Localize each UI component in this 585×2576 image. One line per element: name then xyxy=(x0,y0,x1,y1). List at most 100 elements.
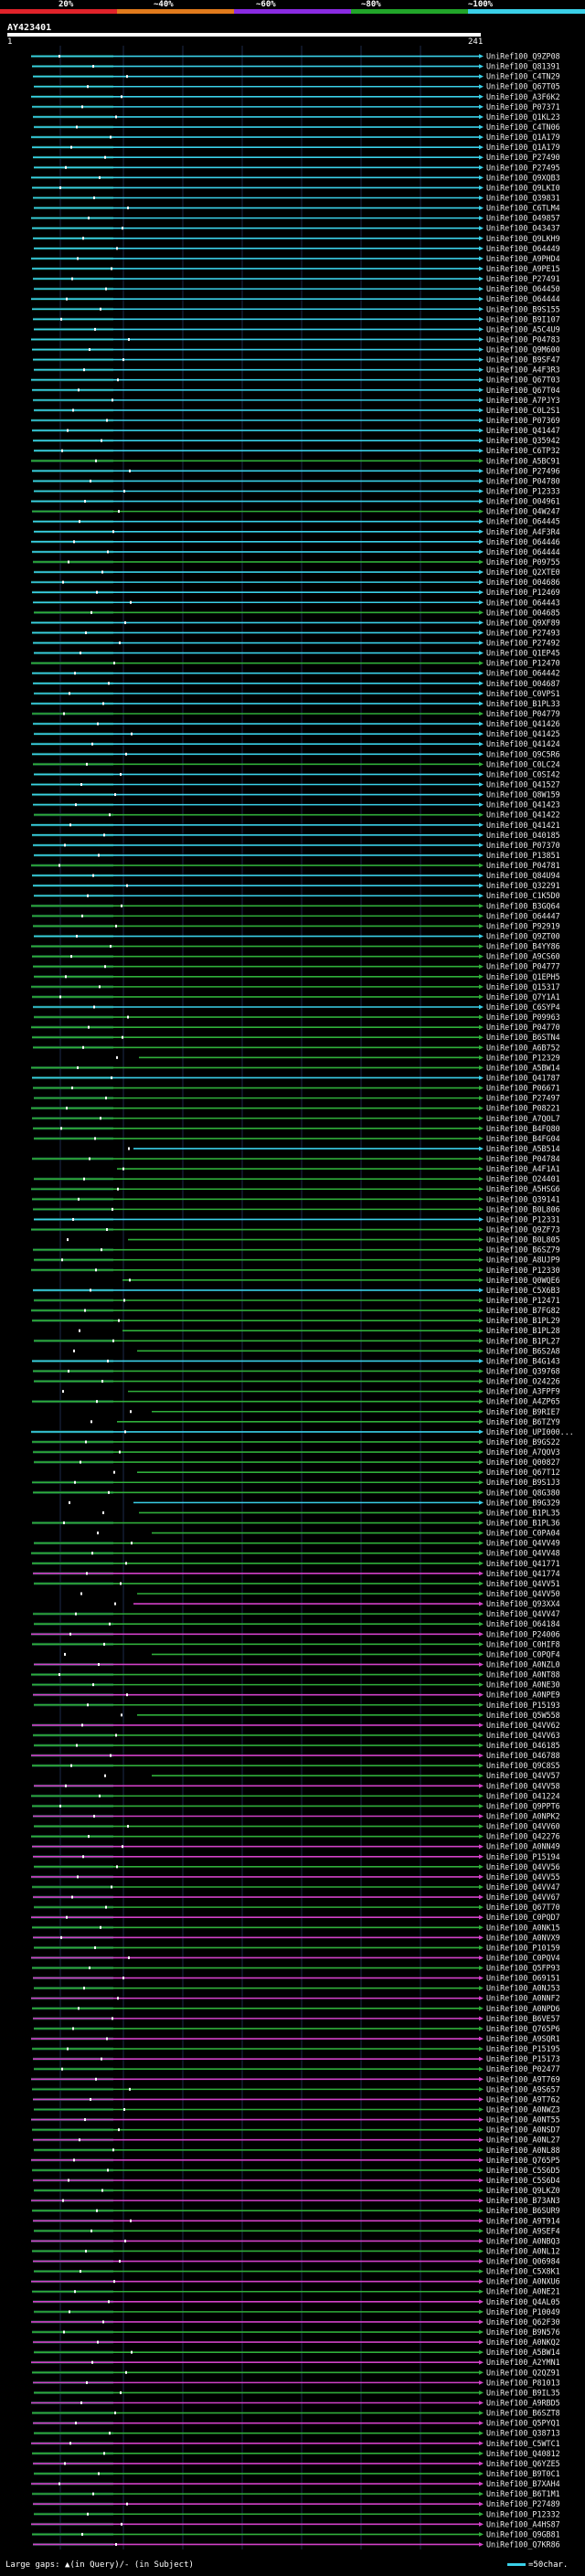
hit-row[interactable]: UniRef100_O24401 xyxy=(34,1174,560,1183)
hit-row[interactable]: UniRef100_Q39768 xyxy=(33,1366,560,1375)
hit-label[interactable]: UniRef100_C1K5D0 xyxy=(486,891,560,900)
hit-label[interactable]: UniRef100_Q67T03 xyxy=(486,376,560,385)
hit-row[interactable]: UniRef100_Q4VV57 xyxy=(104,1771,560,1780)
hit-label[interactable]: UniRef100_B6TZY9 xyxy=(486,1417,560,1426)
hit-row[interactable]: UniRef100_Q41422 xyxy=(34,811,560,820)
hit-label[interactable]: UniRef100_A5BC91 xyxy=(486,456,560,465)
hit-label[interactable]: UniRef100_P04770 xyxy=(486,1023,560,1032)
hit-row[interactable]: UniRef100_O04687 xyxy=(33,679,560,688)
hit-label[interactable]: UniRef100_P27496 xyxy=(486,466,560,475)
hit-row[interactable]: UniRef100_O64444 xyxy=(32,547,560,557)
hit-row[interactable]: UniRef100_P15194 xyxy=(33,1852,560,1861)
hit-row[interactable]: UniRef100_Q765P6 xyxy=(34,2024,560,2033)
hit-label[interactable]: UniRef100_Q67T05 xyxy=(486,82,560,91)
hit-row[interactable]: UniRef100_Q4W247 xyxy=(32,507,560,516)
hit-row[interactable]: UniRef100_Q41787 xyxy=(32,1073,560,1082)
hit-label[interactable]: UniRef100_P04783 xyxy=(486,334,560,344)
hit-label[interactable]: UniRef100_P12471 xyxy=(486,1296,560,1305)
hit-row[interactable]: UniRef100_A0NE30 xyxy=(32,1680,560,1690)
hit-row[interactable]: UniRef100_A0NT55 xyxy=(31,2115,560,2125)
hit-row[interactable]: UniRef100_A2YMN1 xyxy=(31,2358,560,2367)
hit-label[interactable]: UniRef100_B1PL33 xyxy=(486,699,560,708)
hit-label[interactable]: UniRef100_B9N576 xyxy=(486,2327,560,2337)
hit-row[interactable]: UniRef100_B6S2A8 xyxy=(73,1346,560,1355)
hit-row[interactable]: UniRef100_A0NZL0 xyxy=(34,1659,560,1669)
hit-label[interactable]: UniRef100_Q1EP45 xyxy=(486,649,560,658)
hit-label[interactable]: UniRef100_B0L805 xyxy=(486,1235,560,1245)
hit-label[interactable]: UniRef100_B7XAH4 xyxy=(486,2479,560,2488)
hit-label[interactable]: UniRef100_Q9ZP08 xyxy=(486,52,560,61)
hit-label[interactable]: UniRef100_A5BW14 xyxy=(486,1063,560,1072)
hit-row[interactable]: UniRef100_A0NJ53 xyxy=(34,1984,560,1993)
hit-label[interactable]: UniRef100_P12330 xyxy=(486,1266,560,1275)
hit-label[interactable]: UniRef100_Q4VV57 xyxy=(486,1771,560,1780)
hit-row[interactable]: UniRef100_P24006 xyxy=(31,1629,560,1638)
hit-row[interactable]: UniRef100_A0NNF2 xyxy=(31,1994,560,2003)
hit-label[interactable]: UniRef100_A0NE21 xyxy=(486,2287,560,2296)
hit-label[interactable]: UniRef100_Q40812 xyxy=(486,2449,560,2458)
hit-row[interactable]: UniRef100_C6TLM4 xyxy=(34,204,560,213)
hit-label[interactable]: UniRef100_A0NT55 xyxy=(486,2115,560,2125)
hit-label[interactable]: UniRef100_P27491 xyxy=(486,274,560,283)
hit-row[interactable]: UniRef100_B1PL33 xyxy=(31,699,560,708)
hit-label[interactable]: UniRef100_C0VPS1 xyxy=(486,689,560,698)
hit-label[interactable]: UniRef100_P13851 xyxy=(486,851,560,860)
hit-row[interactable]: UniRef100_A0NXU6 xyxy=(31,2277,560,2286)
hit-label[interactable]: UniRef100_C6SYP4 xyxy=(486,1002,560,1012)
hit-row[interactable]: UniRef100_Q67T04 xyxy=(32,386,560,395)
hit-label[interactable]: UniRef100_Q4AL05 xyxy=(486,2297,560,2306)
hit-label[interactable]: UniRef100_C4TN06 xyxy=(486,122,560,132)
hit-row[interactable]: UniRef100_Q4VV47 xyxy=(32,1882,560,1892)
hit-label[interactable]: UniRef100_B4G143 xyxy=(486,1356,560,1365)
hit-row[interactable]: UniRef100_C0L2S1 xyxy=(34,406,560,415)
hit-label[interactable]: UniRef100_Q9M600 xyxy=(486,345,560,355)
hit-label[interactable]: UniRef100_Q9LKI0 xyxy=(486,183,560,192)
hit-label[interactable]: UniRef100_Q4VV48 xyxy=(486,1549,560,1558)
hit-row[interactable]: UniRef100_Q4VV60 xyxy=(34,1822,560,1831)
hit-label[interactable]: UniRef100_Q7Y1A1 xyxy=(486,992,560,1002)
hit-label[interactable]: UniRef100_Q41447 xyxy=(486,426,560,435)
hit-row[interactable]: UniRef100_A0NL88 xyxy=(34,2146,560,2155)
hit-row[interactable]: UniRef100_O04961 xyxy=(31,497,560,506)
hit-row[interactable]: UniRef100_O46788 xyxy=(31,1751,560,1760)
hit-row[interactable]: UniRef100_C5S6D4 xyxy=(33,2176,560,2185)
hit-label[interactable]: UniRef100_Q9C8S5 xyxy=(486,1761,560,1770)
hit-label[interactable]: UniRef100_C5X8K1 xyxy=(486,2267,560,2276)
hit-label[interactable]: UniRef100_O64444 xyxy=(486,547,560,557)
hit-label[interactable]: UniRef100_B0L806 xyxy=(486,1204,560,1214)
hit-label[interactable]: UniRef100_P12333 xyxy=(486,486,560,495)
hit-row[interactable]: UniRef100_P09755 xyxy=(33,557,560,567)
hit-row[interactable]: UniRef100_A9PE15 xyxy=(32,264,560,273)
hit-label[interactable]: UniRef100_B4YY86 xyxy=(486,942,560,951)
hit-label[interactable]: UniRef100_Q4W247 xyxy=(486,507,560,516)
hit-label[interactable]: UniRef100_B1PL28 xyxy=(486,1326,560,1335)
hit-row[interactable]: UniRef100_A3F6K2 xyxy=(31,92,560,101)
hit-row[interactable]: UniRef100_O64444 xyxy=(31,294,560,303)
hit-row[interactable]: UniRef100_P06671 xyxy=(33,1084,560,1093)
hit-label[interactable]: UniRef100_Q4VV58 xyxy=(486,1781,560,1790)
hit-label[interactable]: UniRef100_P27497 xyxy=(486,1094,560,1103)
hit-row[interactable]: UniRef100_A7QOL7 xyxy=(32,1114,560,1123)
hit-label[interactable]: UniRef100_Q2XTE0 xyxy=(486,567,560,577)
hit-label[interactable]: UniRef100_P12331 xyxy=(486,1214,560,1224)
hit-label[interactable]: UniRef100_A0NWZ3 xyxy=(486,2105,560,2115)
hit-row[interactable]: UniRef100_C5WTC1 xyxy=(31,2439,560,2448)
hit-row[interactable]: UniRef100_B0L805 xyxy=(67,1235,560,1245)
hit-row[interactable]: UniRef100_Q81391 xyxy=(32,62,560,71)
hit-label[interactable]: UniRef100_C0L2S1 xyxy=(486,406,560,415)
hit-label[interactable]: UniRef100_P10159 xyxy=(486,1943,560,1952)
hit-row[interactable]: UniRef100_A0NPE9 xyxy=(33,1691,560,1700)
hit-label[interactable]: UniRef100_C0HIF8 xyxy=(486,1639,560,1648)
hit-row[interactable]: UniRef100_Q7KR86 xyxy=(33,2539,560,2549)
hit-label[interactable]: UniRef100_P27489 xyxy=(486,2499,560,2508)
hit-row[interactable]: UniRef100_P27497 xyxy=(34,1094,560,1103)
hit-row[interactable]: UniRef100_Q38713 xyxy=(34,2429,560,2438)
hit-row[interactable]: UniRef100_A5C4U9 xyxy=(34,324,560,334)
hit-label[interactable]: UniRef100_A0NL88 xyxy=(486,2146,560,2155)
hit-label[interactable]: UniRef100_A0NPE9 xyxy=(486,1691,560,1700)
hit-label[interactable]: UniRef100_O64450 xyxy=(486,284,560,293)
hit-label[interactable]: UniRef100_O64446 xyxy=(486,537,560,546)
hit-label[interactable]: UniRef100_O64447 xyxy=(486,911,560,920)
hit-row[interactable]: UniRef100_P08221 xyxy=(31,1104,560,1113)
hit-row[interactable]: UniRef100_A4ZP65 xyxy=(32,1397,560,1406)
